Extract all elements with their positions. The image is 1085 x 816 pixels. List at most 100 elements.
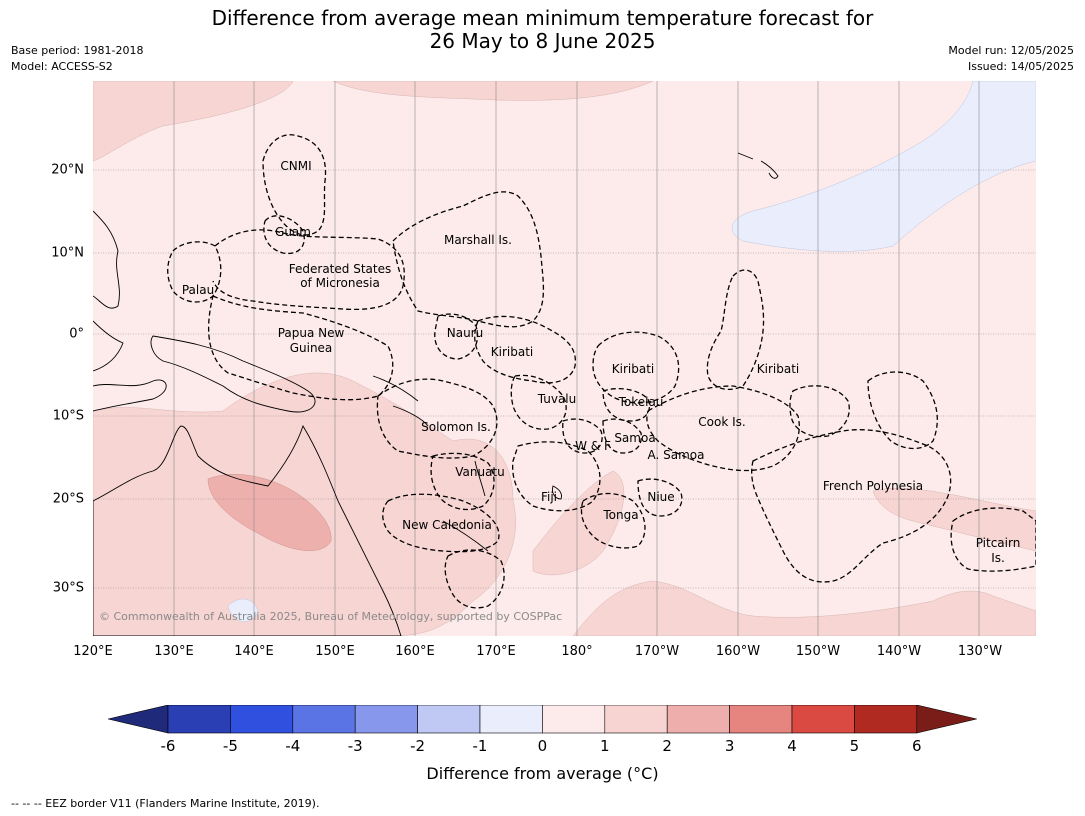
label-pitcairn-2: Is.	[991, 551, 1005, 565]
label-fsm-1: Federated States	[289, 262, 391, 276]
lon-tick: 140°E	[234, 644, 274, 659]
eez-cnmi	[262, 134, 327, 236]
meta-left: Base period: 1981-2018 Model: ACCESS-S2	[11, 43, 143, 75]
colorbar-tick-label: 2	[662, 737, 672, 755]
lon-tick: 170°E	[476, 644, 516, 659]
label-marshall: Marshall Is.	[444, 233, 512, 247]
label-new-caledonia: New Caledonia	[402, 518, 492, 532]
model-name: Model: ACCESS-S2	[11, 60, 113, 73]
label-tokelau: Tokelau	[618, 395, 664, 409]
coast-australia	[93, 424, 402, 636]
colorbar-segment	[167, 705, 231, 734]
eez-tokelau	[602, 388, 651, 422]
issued-date: Issued: 14/05/2025	[967, 60, 1074, 73]
eez-fiji	[512, 441, 601, 512]
colorbar-segment	[729, 705, 793, 734]
lat-tick: 10°N	[51, 245, 84, 261]
colorbar-segment	[854, 705, 918, 734]
label-pitcairn-1: Pitcairn	[976, 536, 1021, 550]
label-kiribati-west: Kiribati	[491, 345, 533, 359]
colorbar-tick-label: 1	[600, 737, 610, 755]
eez-new-caledonia	[382, 493, 500, 553]
label-guam: Guam	[275, 225, 311, 239]
label-palau: Palau	[182, 283, 214, 297]
eez-norfolk	[444, 549, 505, 609]
colorbar-segment	[666, 705, 730, 734]
label-cnmi: CNMI	[280, 159, 311, 173]
label-niue: Niue	[647, 490, 674, 504]
lon-tick: 170°W	[634, 644, 680, 659]
label-solomon: Solomon Is.	[421, 420, 491, 434]
colorbar-label: Difference from average (°C)	[426, 764, 659, 783]
colorbar-tick-label: 3	[724, 737, 735, 755]
label-kiribati-central: Kiribati	[612, 362, 654, 376]
label-png-1: Papua New	[278, 326, 345, 340]
label-nauru: Nauru	[447, 326, 483, 340]
label-vanuatu: Vanuatu	[455, 465, 505, 479]
colorbar-tick-label: -5	[222, 737, 238, 755]
colorbar-segment	[542, 705, 606, 734]
eez-nauru	[434, 313, 479, 360]
label-kiribati-east: Kiribati	[757, 362, 799, 376]
lat-tick: 20°S	[52, 491, 84, 507]
gridlines	[173, 81, 980, 636]
title-line-2: 26 May to 8 June 2025	[429, 29, 656, 53]
eez-french-polynesia	[751, 429, 952, 583]
anomaly-neg-0-1-north-east	[731, 81, 1036, 252]
eez-marshall	[392, 191, 545, 328]
colorbar-tick-label: -1	[472, 737, 488, 755]
eez-guam	[263, 215, 305, 255]
label-fsm-2: of Micronesia	[300, 276, 380, 290]
anomaly-neg-south-west	[227, 598, 259, 622]
eez-wf	[562, 418, 603, 454]
eez-tuvalu	[510, 374, 567, 430]
lon-tick: 150°W	[795, 644, 841, 659]
coast-new-guinea	[150, 335, 316, 413]
chart-title: Difference from average mean minimum tem…	[0, 7, 1085, 53]
colorbar-tick-label: -6	[160, 737, 176, 755]
colorbar-arrow-high	[916, 705, 977, 734]
label-png-2: Guinea	[290, 341, 333, 355]
lon-tick: 180°	[561, 644, 593, 659]
eez-fsm	[212, 229, 405, 311]
colorbar-segment	[292, 705, 356, 734]
anomaly-1-2-north-west	[93, 81, 294, 162]
lon-tick: 140°W	[876, 644, 922, 659]
colorbar-tick-label: 0	[537, 737, 548, 755]
colorbar-tick-label: -2	[410, 737, 426, 755]
anomaly-2-3-coral-sea	[207, 474, 332, 551]
coast-new-caledonia	[442, 520, 489, 552]
lon-tick: 130°W	[957, 644, 1003, 659]
coast-philippines	[93, 210, 120, 309]
coast-vanuatu	[474, 460, 486, 497]
colorbar-segment	[791, 705, 855, 734]
colorbar-segment	[417, 705, 481, 734]
lat-tick: 30°S	[52, 580, 84, 596]
lat-tick: 10°S	[52, 408, 84, 424]
country-labels: CNMI Guam Marshall Is. Federated States …	[182, 159, 1020, 565]
lon-tick: 160°W	[715, 644, 761, 659]
eez-cook	[646, 385, 800, 472]
model-run: Model run: 12/05/2025	[948, 44, 1074, 57]
colorbar	[108, 705, 977, 734]
lon-tick: 150°E	[315, 644, 355, 659]
colorbar-tick-label: -3	[347, 737, 363, 755]
label-tonga: Tonga	[602, 508, 638, 522]
eez-samoa	[602, 418, 642, 454]
anomaly-1-2-north-east	[332, 81, 654, 101]
colorbar-segment	[354, 705, 418, 734]
anomaly-1-2-south-central	[532, 470, 625, 576]
coast-hawaii	[737, 152, 779, 179]
anomaly-1-2-south-bottom	[572, 580, 1036, 636]
map-panel: CNMI Guam Marshall Is. Federated States …	[93, 81, 1036, 636]
coast-indonesia	[93, 379, 167, 412]
lat-tick: 20°N	[51, 162, 84, 178]
colorbar-tick-label: 4	[787, 737, 797, 755]
coastlines	[93, 152, 779, 636]
coast-borneo	[93, 320, 124, 372]
base-period: Base period: 1981-2018	[11, 44, 144, 57]
eez-footnote: -- -- -- EEZ border V11 (Flanders Marine…	[11, 797, 320, 810]
eez-borders	[167, 134, 1036, 609]
label-samoa: Samoa	[614, 431, 655, 445]
label-asamoa: A. Samoa	[648, 448, 705, 462]
